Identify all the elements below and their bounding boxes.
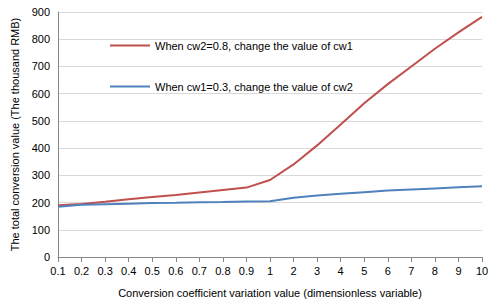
svg-text:When cw1=0.3, change the value: When cw1=0.3, change the value of cw2	[155, 81, 353, 93]
svg-text:0: 0	[44, 251, 50, 263]
svg-text:6: 6	[385, 265, 391, 277]
svg-text:The total conversion value (Th: The total conversion value (The thousand…	[9, 18, 21, 252]
svg-text:0.5: 0.5	[145, 265, 160, 277]
svg-text:0.7: 0.7	[192, 265, 207, 277]
svg-text:700: 700	[32, 60, 50, 72]
svg-text:0.1: 0.1	[50, 265, 65, 277]
svg-text:600: 600	[32, 88, 50, 100]
svg-text:300: 300	[32, 169, 50, 181]
svg-text:500: 500	[32, 115, 50, 127]
svg-text:800: 800	[32, 33, 50, 45]
svg-text:When cw2=0.8, change the value: When cw2=0.8, change the value of cw1	[155, 40, 353, 52]
svg-text:400: 400	[32, 142, 50, 154]
svg-text:200: 200	[32, 197, 50, 209]
svg-text:4: 4	[338, 265, 344, 277]
svg-text:3: 3	[314, 265, 320, 277]
svg-text:7: 7	[408, 265, 414, 277]
svg-text:9: 9	[455, 265, 461, 277]
svg-text:8: 8	[432, 265, 438, 277]
svg-text:1: 1	[267, 265, 273, 277]
svg-text:0.6: 0.6	[168, 265, 183, 277]
svg-text:900: 900	[32, 6, 50, 18]
svg-text:100: 100	[32, 224, 50, 236]
svg-text:0.4: 0.4	[121, 265, 136, 277]
svg-text:0.8: 0.8	[215, 265, 230, 277]
svg-text:Conversion coefficient variati: Conversion coefficient variation value (…	[118, 287, 422, 299]
svg-text:0.3: 0.3	[97, 265, 112, 277]
svg-text:0.9: 0.9	[239, 265, 254, 277]
svg-text:10: 10	[476, 265, 488, 277]
svg-text:5: 5	[361, 265, 367, 277]
svg-text:2: 2	[290, 265, 296, 277]
svg-text:0.2: 0.2	[74, 265, 89, 277]
